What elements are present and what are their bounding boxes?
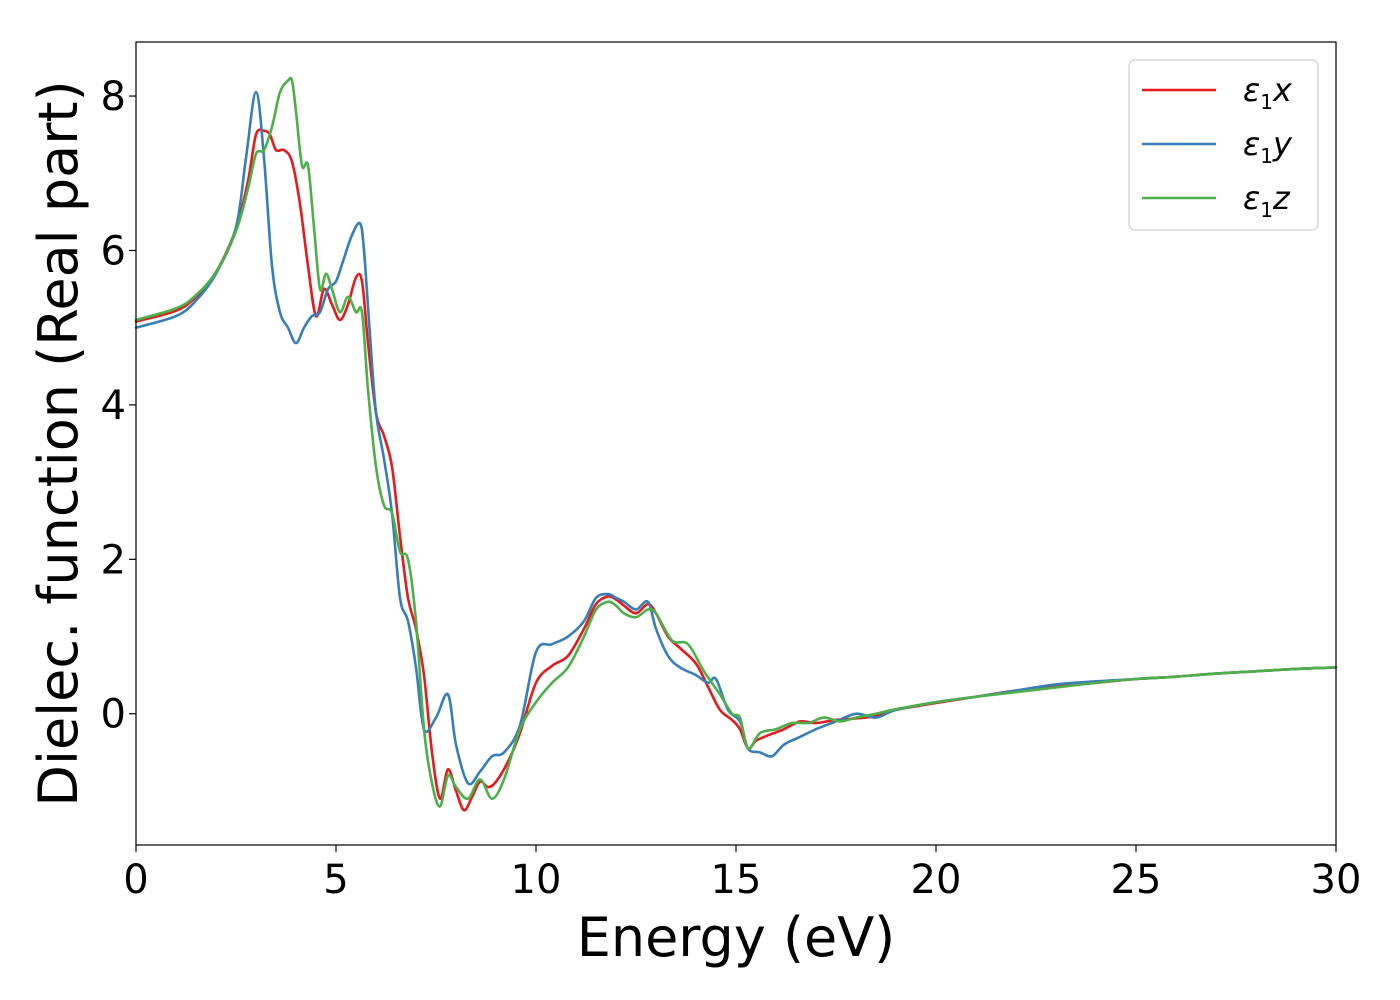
x-tick-label: 0	[123, 857, 148, 903]
y-tick-label: 2	[101, 537, 126, 583]
series-layer	[134, 76, 1338, 812]
y-tick-label: 6	[101, 228, 126, 274]
x-axis-ticks: 0 5 10 15 20 25 30	[123, 845, 1361, 903]
y-tick-label: 4	[101, 383, 126, 429]
plot-area	[134, 41, 1338, 846]
x-tick-label: 30	[1311, 857, 1362, 903]
y-tick-label: 0	[101, 692, 126, 738]
legend-label-1: ε1x	[1243, 71, 1293, 114]
y-axis-label: Dielec. function (Real part)	[27, 80, 90, 806]
x-tick-label: 5	[323, 857, 348, 903]
series-line-3	[134, 76, 1338, 808]
legend: ε1x ε1y ε1z	[1128, 59, 1319, 231]
x-tick-label: 25	[1111, 857, 1162, 903]
x-axis-label: Energy (eV)	[577, 906, 896, 969]
legend-frame	[1128, 59, 1319, 231]
legend-label-3: ε1z	[1243, 179, 1291, 222]
y-axis-ticks: 0 2 4 6 8	[101, 74, 136, 738]
series-line-2	[134, 90, 1338, 786]
legend-label-2: ε1y	[1243, 125, 1293, 168]
x-tick-label: 15	[711, 857, 762, 903]
x-tick-label: 20	[911, 857, 962, 903]
x-tick-label: 10	[511, 857, 562, 903]
y-tick-label: 8	[101, 74, 126, 120]
